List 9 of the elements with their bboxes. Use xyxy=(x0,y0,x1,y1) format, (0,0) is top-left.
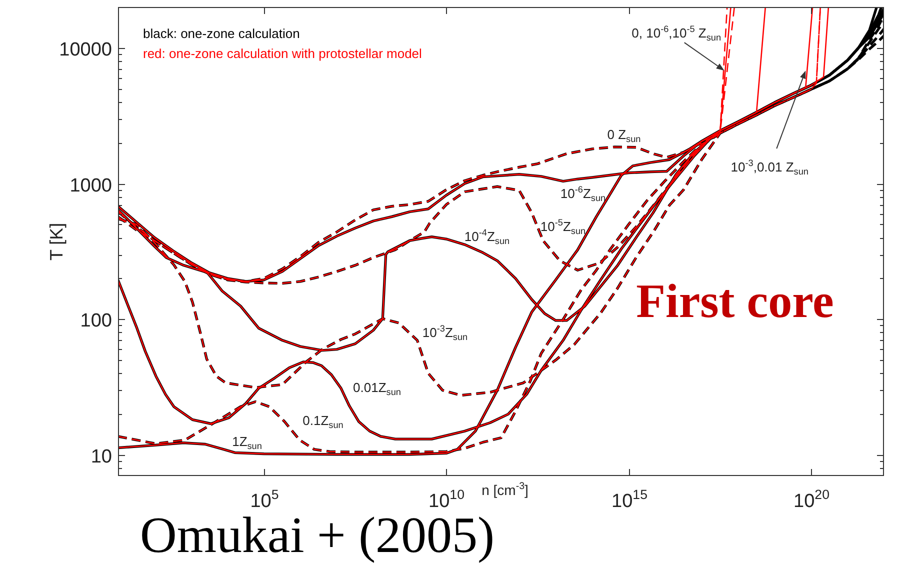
annotation: black: one-zone calculation xyxy=(143,26,300,41)
y-tick-label: 10000 xyxy=(59,39,112,60)
y-axis-title: T [K] xyxy=(46,222,66,260)
annotation: First core xyxy=(636,275,834,328)
annotation: red: one-zone calculation with protostellar model xyxy=(143,46,422,61)
y-tick-label: 100 xyxy=(80,310,112,332)
y-tick-label: 1000 xyxy=(70,175,112,196)
text: Omukai + (2005) xyxy=(140,508,495,564)
y-tick-label: 10 xyxy=(90,446,112,468)
